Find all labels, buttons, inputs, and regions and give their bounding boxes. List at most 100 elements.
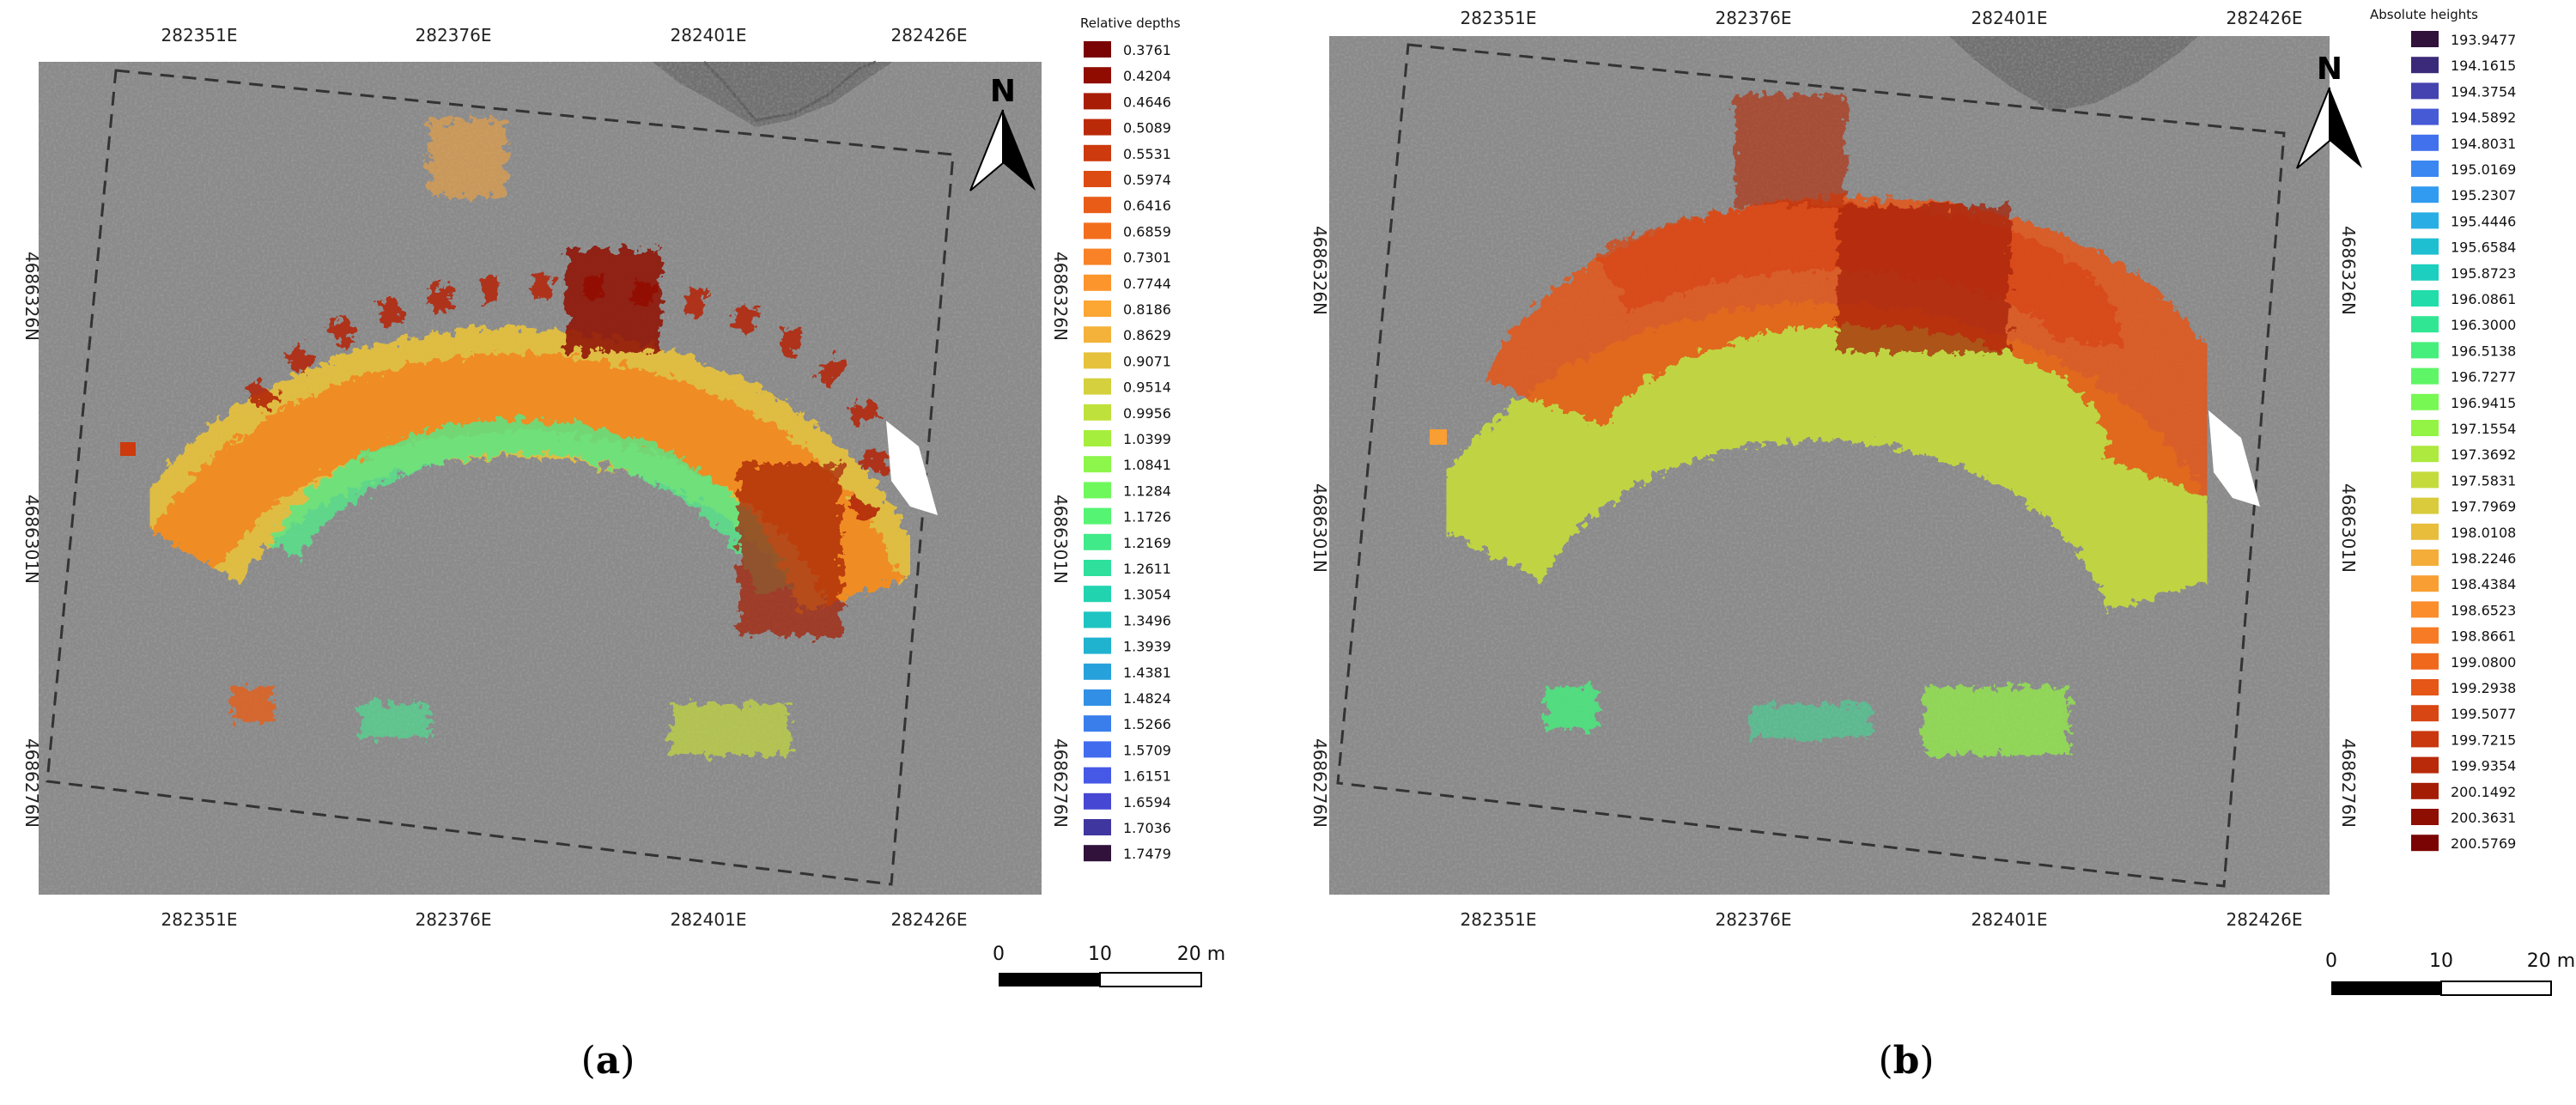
legend-swatch: [2411, 212, 2439, 229]
scale-label-mid: 10: [2429, 950, 2453, 972]
legend-value: 0.3761: [1123, 42, 1171, 58]
scale-label-0: 0: [993, 944, 1005, 965]
legend-swatch: [2411, 290, 2439, 307]
legend-value: 1.1726: [1123, 509, 1171, 525]
legend-swatch: [2411, 161, 2439, 177]
legend-value: 0.9514: [1123, 379, 1171, 396]
legend-value: 195.2307: [2451, 187, 2516, 203]
legend-value: 196.3000: [2451, 317, 2516, 333]
legend-swatch: [2411, 782, 2439, 799]
legend-swatch: [1084, 689, 1111, 706]
legend-swatch: [2411, 238, 2439, 255]
legend-value: 197.1554: [2451, 421, 2516, 437]
y-tick-left-2: 4686301N: [21, 495, 42, 584]
x-tick-top-1: 282351E: [1461, 8, 1537, 28]
legend-swatch: [1084, 637, 1111, 654]
map-area-b: [1329, 36, 2330, 895]
legend-value: 0.7744: [1123, 276, 1171, 292]
legend-value: 200.5769: [2451, 835, 2516, 852]
legend-value: 0.4204: [1123, 68, 1171, 84]
legend-value: 195.6584: [2451, 240, 2516, 256]
x-tick-top-4: 282426E: [2227, 8, 2303, 28]
legend-swatch: [1084, 715, 1111, 732]
caption-a-close: ): [620, 1039, 635, 1083]
caption-a: (a): [522, 1039, 694, 1083]
y-tick-right-1: 4686326N: [2338, 226, 2359, 315]
legend-value: 199.5077: [2451, 706, 2516, 722]
legend-swatch: [2411, 108, 2439, 125]
legend-value: 196.7277: [2451, 369, 2516, 386]
legend-value: 1.2169: [1123, 535, 1171, 551]
x-tick-bottom-4: 282426E: [2227, 909, 2303, 930]
legend-swatch: [1084, 274, 1111, 291]
x-tick-bottom-3: 282401E: [1971, 909, 2048, 930]
x-tick-bottom-2: 282376E: [1716, 909, 1792, 930]
panel-absolute-heights: 282351E 282376E 282401E 282426E 282351E …: [1288, 0, 2576, 1102]
scale-bar-a: 0 10 20 m: [993, 944, 1225, 987]
x-tick-bottom-2: 282376E: [416, 909, 492, 930]
legend-swatch: [1084, 456, 1111, 473]
legend-swatch: [1084, 118, 1111, 136]
legend-value: 1.0841: [1123, 457, 1171, 473]
legend-value: 0.5974: [1123, 172, 1171, 188]
legend-swatch: [1084, 93, 1111, 110]
legend-swatch: [1084, 507, 1111, 525]
legend-swatch: [1084, 586, 1111, 603]
legend-swatch: [2411, 575, 2439, 592]
x-tick-top-4: 282426E: [891, 25, 968, 46]
legend-value: 1.6151: [1123, 768, 1171, 785]
legend-swatch: [1084, 533, 1111, 550]
north-arrow-icon: N: [2296, 52, 2362, 169]
legend-swatch: [1084, 222, 1111, 240]
legend-swatch: [2411, 186, 2439, 203]
legend-value: 0.8629: [1123, 327, 1171, 343]
legend-value: 198.8661: [2451, 628, 2516, 645]
legend-value: 195.0169: [2451, 161, 2516, 178]
legend-swatch: [1084, 741, 1111, 758]
legend-swatch: [2411, 679, 2439, 695]
amphitheatre-pointcloud-a: [129, 120, 924, 756]
legend-value: 197.5831: [2451, 472, 2516, 489]
legend-value: 198.2246: [2451, 550, 2516, 567]
legend-value: 196.9415: [2451, 395, 2516, 411]
legend-value: 1.3939: [1123, 639, 1171, 655]
legend-value: 198.4384: [2451, 576, 2516, 592]
legend-value: 199.7215: [2451, 732, 2516, 748]
legend-swatch: [1084, 144, 1111, 161]
y-tick-right-2: 4686301N: [1050, 495, 1071, 584]
caption-a-open: (: [580, 1039, 596, 1083]
y-tick-right-2: 4686301N: [2338, 483, 2359, 573]
legend-swatch: [2411, 809, 2439, 825]
legend-value: 198.6523: [2451, 602, 2516, 618]
legend-swatch: [2411, 82, 2439, 100]
legend-swatch: [1084, 378, 1111, 395]
legend-value: 194.8031: [2451, 136, 2516, 152]
legend-swatch: [2411, 420, 2439, 436]
legend-swatch: [1084, 482, 1111, 499]
caption-b-letter: b: [1893, 1039, 1920, 1083]
scale-label-end: 20 m: [2527, 950, 2575, 972]
y-tick-left-2: 4686301N: [1309, 483, 1330, 573]
legend-swatch: [1084, 663, 1111, 680]
legend-value: 0.8186: [1123, 301, 1171, 318]
legend-value: 199.2938: [2451, 680, 2516, 696]
x-tick-bottom-1: 282351E: [161, 909, 238, 930]
legend-swatch: [2411, 627, 2439, 644]
legend-value: 1.3054: [1123, 586, 1171, 603]
legend-value: 195.8723: [2451, 265, 2516, 282]
legend-swatch: [1084, 560, 1111, 576]
legend-swatch: [1084, 41, 1111, 58]
legend-value: 1.7036: [1123, 820, 1171, 836]
y-tick-right-3: 4686276N: [1050, 738, 1071, 828]
legend-swatch: [2411, 316, 2439, 333]
y-tick-left-3: 4686276N: [21, 738, 42, 828]
legend-value: 199.0800: [2451, 654, 2516, 671]
legend-value: 0.9071: [1123, 353, 1171, 369]
legend-value: 194.5892: [2451, 110, 2516, 126]
legend-value: 1.2611: [1123, 561, 1171, 577]
caption-b: (b): [1820, 1039, 1992, 1083]
legend-swatch: [1084, 67, 1111, 84]
legend-value: 197.3692: [2451, 446, 2516, 463]
legend-value: 0.7301: [1123, 250, 1171, 266]
legend-swatch: [2411, 446, 2439, 463]
